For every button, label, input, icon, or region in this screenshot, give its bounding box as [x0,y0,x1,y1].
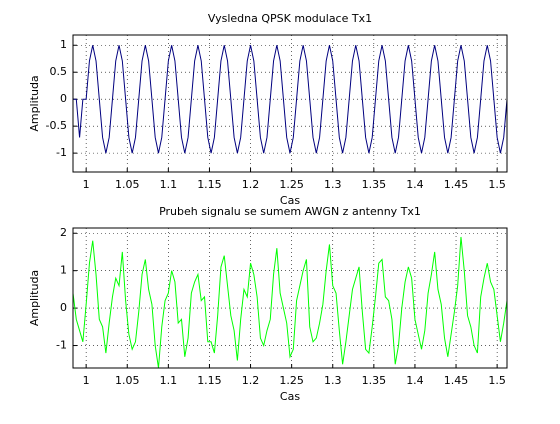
x-tick-label: 1.45 [444,374,469,387]
x-tick-label: 1 [83,374,90,387]
x-tick-label: 1.45 [444,178,469,191]
y-axis-label: Amplituda [28,75,41,131]
y-tick-label: -1 [56,339,67,352]
y-tick-label: 2 [60,226,67,239]
chart-title: Vysledna QPSK modulace Tx1 [208,12,372,25]
x-tick-label: 1.15 [197,178,222,191]
x-tick-label: 1.2 [242,374,260,387]
axes-background [73,35,507,172]
y-tick-label: 0 [60,92,67,105]
x-tick-label: 1.25 [279,374,304,387]
x-tick-label: 1.4 [406,178,424,191]
chart-title: Prubeh signalu se sumem AWGN z antenny T… [159,205,421,218]
x-tick-label: 1.2 [242,178,260,191]
axes-box [72,34,508,173]
y-tick-label: 1 [60,38,67,51]
x-tick-label: 1.3 [324,374,342,387]
x-axis-label: Cas [280,194,300,207]
x-tick-label: 1.15 [197,374,222,387]
x-axis-label: Cas [280,390,300,403]
x-tick-label: 1.5 [488,178,506,191]
x-tick-label: 1.1 [160,178,178,191]
x-tick-label: 1.1 [160,374,178,387]
x-tick-label: 1 [83,178,90,191]
y-tick-label: -0.5 [46,119,67,132]
x-tick-label: 1.5 [488,374,506,387]
axes-background [73,228,507,368]
x-tick-label: 1.3 [324,178,342,191]
signal-line [73,45,507,154]
y-tick-label: -1 [56,146,67,159]
axes-box [72,227,508,369]
x-tick-label: 1.05 [115,178,140,191]
y-tick-label: 0 [60,301,67,314]
x-tick-label: 1.35 [362,178,387,191]
x-tick-label: 1.35 [362,374,387,387]
x-tick-label: 1.4 [406,374,424,387]
x-tick-label: 1.25 [279,178,304,191]
signal-line [73,236,507,368]
y-tick-label: 1 [60,264,67,277]
x-tick-label: 1.05 [115,374,140,387]
y-tick-label: 0.5 [50,65,68,78]
y-axis-label: Amplituda [28,270,41,326]
